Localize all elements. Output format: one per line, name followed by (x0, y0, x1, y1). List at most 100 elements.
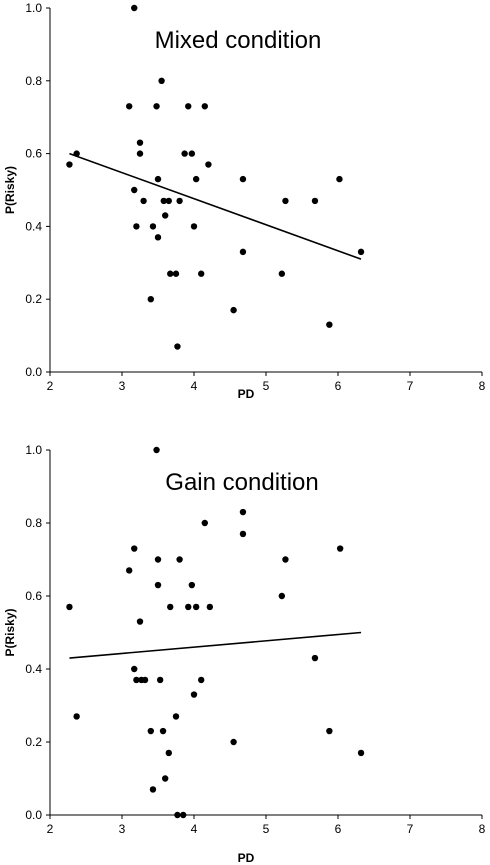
trend-line (69, 631, 362, 659)
x-tick-label: 5 (263, 379, 270, 393)
y-axis-label: P(Risky) (3, 166, 17, 214)
y-tick-label: 0.4 (25, 662, 42, 676)
data-point (230, 738, 237, 746)
data-point (230, 306, 237, 314)
data-point (133, 676, 140, 684)
data-point (136, 139, 144, 146)
data-point (180, 811, 187, 819)
data-point (126, 103, 133, 110)
y-tick-label: 0.6 (25, 147, 42, 161)
data-point (326, 321, 333, 328)
data-point (172, 270, 180, 277)
data-point (149, 223, 157, 230)
data-point (192, 175, 200, 183)
data-point (205, 161, 212, 168)
data-point (190, 223, 198, 230)
y-tick-label: 0.8 (25, 74, 42, 88)
data-point (278, 592, 286, 600)
x-axis-label: PD (238, 387, 255, 401)
data-point (181, 150, 188, 157)
data-point (198, 676, 205, 684)
data-point (188, 150, 196, 157)
data-point (206, 603, 214, 611)
data-point (201, 519, 208, 527)
data-point (66, 161, 73, 168)
data-point (176, 556, 183, 563)
y-tick-label: 0.2 (25, 292, 42, 306)
y-tick-label: 0.8 (25, 516, 42, 530)
data-point (311, 197, 319, 205)
data-point (357, 749, 365, 757)
y-axis-label: P(Risky) (3, 608, 17, 656)
data-point (282, 556, 289, 563)
data-point (156, 676, 164, 684)
data-point (198, 270, 205, 277)
x-tick-label: 3 (119, 379, 126, 393)
data-point (172, 713, 180, 720)
data-point (158, 77, 165, 85)
data-point (131, 545, 138, 552)
chart-title: Gain condition (165, 469, 318, 496)
y-tick-label: 1.0 (25, 1, 42, 15)
data-point (239, 175, 247, 183)
data-point (136, 618, 144, 625)
data-point (153, 446, 160, 454)
data-point (239, 530, 247, 538)
data-point (154, 234, 162, 241)
trend-line (69, 152, 362, 260)
data-point (167, 603, 174, 611)
data-point (141, 676, 149, 684)
x-tick-label: 7 (407, 822, 414, 836)
data-point (147, 727, 154, 735)
data-point (73, 713, 80, 720)
y-tick-label: 0.6 (25, 589, 42, 603)
data-point (149, 786, 157, 793)
data-point (239, 248, 247, 256)
x-tick-label: 5 (263, 822, 270, 836)
data-point (176, 197, 183, 205)
x-tick-label: 8 (479, 379, 486, 393)
x-tick-label: 6 (335, 822, 342, 836)
data-point (140, 197, 147, 205)
data-point (165, 197, 172, 205)
x-tick-label: 7 (407, 379, 414, 393)
data-point (73, 150, 80, 157)
data-point (154, 175, 162, 183)
data-point (160, 197, 167, 205)
data-point (153, 103, 160, 110)
data-point (131, 4, 138, 12)
data-point (154, 556, 162, 563)
y-tick-label: 1.0 (25, 443, 42, 457)
data-point (174, 811, 181, 819)
data-point (357, 248, 365, 256)
chart-title: Mixed condition (155, 27, 322, 54)
data-point (201, 103, 208, 110)
data-point (131, 665, 138, 673)
x-tick-label: 8 (479, 822, 486, 836)
data-point (282, 197, 289, 205)
y-tick-label: 0.0 (25, 365, 42, 379)
data-point (131, 186, 138, 194)
data-point (185, 603, 192, 611)
data-point (185, 103, 192, 110)
data-point (239, 508, 247, 516)
data-point (136, 150, 144, 157)
data-point (66, 603, 73, 611)
data-point (162, 212, 169, 219)
data-point (159, 727, 167, 735)
x-tick-label: 4 (191, 822, 198, 836)
data-point (190, 691, 198, 698)
data-point (188, 581, 196, 589)
x-tick-label: 3 (119, 822, 126, 836)
data-point (165, 749, 172, 757)
data-point (154, 581, 162, 589)
x-axis-label: PD (238, 851, 255, 865)
y-tick-label: 0.0 (25, 808, 42, 822)
x-tick-label: 4 (191, 379, 198, 393)
data-point (174, 343, 181, 350)
data-point (311, 654, 319, 662)
data-point (336, 175, 343, 183)
data-point (278, 270, 286, 277)
y-tick-label: 0.4 (25, 219, 42, 233)
